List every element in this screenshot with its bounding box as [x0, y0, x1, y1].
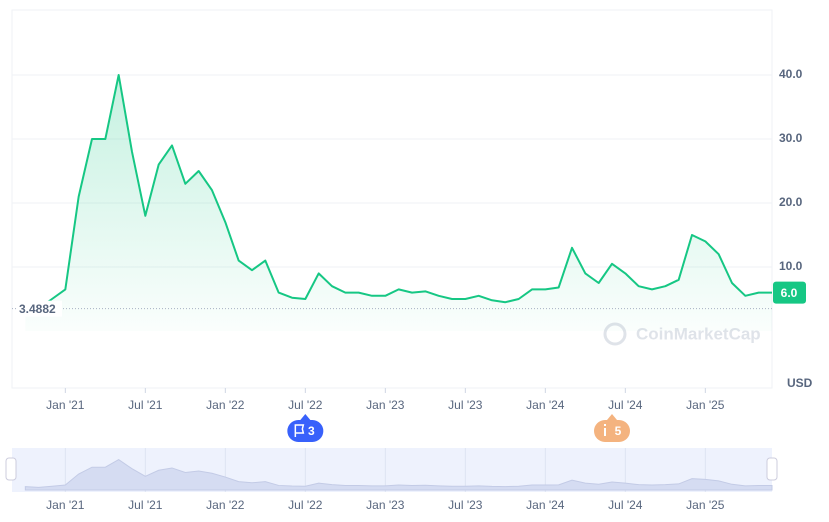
x-tick-label: Jul '21: [128, 398, 163, 412]
flag-icon: [294, 424, 305, 437]
event-pill: [594, 420, 630, 442]
info-icon: [604, 428, 606, 436]
x-tick-label: Jan '21: [46, 398, 85, 412]
nav-tick-label: Jul '21: [128, 498, 163, 512]
nav-tick-label: Jan '24: [526, 498, 565, 512]
nav-tick-label: Jul '22: [288, 498, 323, 512]
nav-tick-label: Jul '24: [608, 498, 643, 512]
nav-handle[interactable]: [5, 457, 17, 481]
baseline-label: 3.4882: [19, 302, 56, 316]
nav-handle[interactable]: [766, 457, 778, 481]
x-tick-label: Jan '24: [526, 398, 565, 412]
nav-tick-label: Jan '22: [206, 498, 245, 512]
nav-area: [24, 459, 773, 491]
nav-tick-label: Jul '23: [448, 498, 483, 512]
y-tick-label: 10.0: [779, 259, 803, 273]
y-tick-label: 20.0: [779, 195, 803, 209]
x-tick-label: Jul '23: [448, 398, 483, 412]
price-badge: [773, 281, 806, 304]
event-label: 5: [615, 424, 622, 438]
nav-tick-label: Jan '25: [686, 498, 725, 512]
event-badge[interactable]: 3: [287, 414, 324, 442]
y-tick-label: 40.0: [779, 67, 803, 81]
plot-frame: [11, 9, 773, 389]
y-unit: USD: [787, 376, 813, 390]
price-badge-text: 6.0: [781, 286, 798, 300]
nav-tick-label: Jan '23: [366, 498, 405, 512]
price-line: [24, 74, 772, 310]
watermark: CoinMarketCap: [603, 322, 761, 346]
baseline-label-bg: [16, 300, 62, 317]
event-label: 3: [308, 424, 315, 438]
event-badge[interactable]: 5: [594, 414, 630, 442]
event-pointer: [607, 414, 617, 420]
watermark-text: CoinMarketCap: [636, 324, 761, 343]
nav-tick-label: Jan '21: [46, 498, 85, 512]
x-tick-label: Jan '22: [206, 398, 245, 412]
x-tick-label: Jul '22: [288, 398, 323, 412]
x-tick-label: Jul '24: [608, 398, 643, 412]
info-icon-dot: [604, 424, 606, 426]
event-pill: [287, 420, 324, 442]
x-tick-label: Jan '25: [686, 398, 725, 412]
area: [25, 75, 773, 331]
x-tick-label: Jan '23: [366, 398, 405, 412]
y-tick-label: 30.0: [779, 131, 803, 145]
event-pointer: [300, 414, 311, 420]
